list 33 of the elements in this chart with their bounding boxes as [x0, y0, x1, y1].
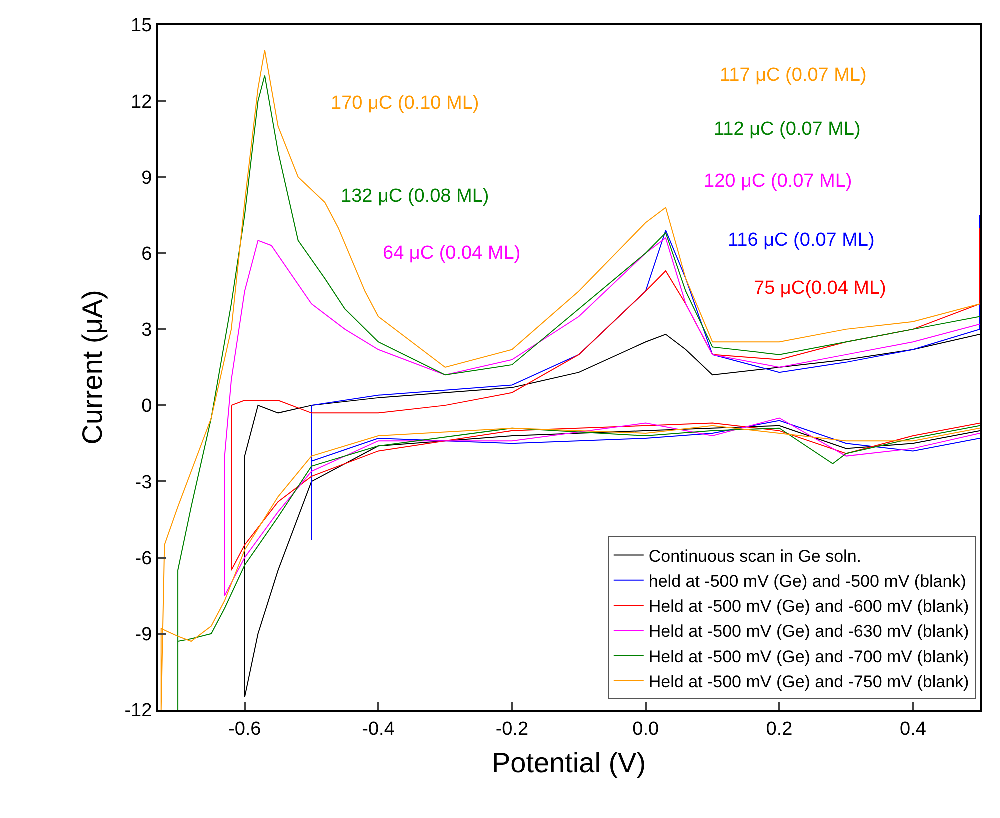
- annotation: 64 μC (0.04 ML): [383, 243, 521, 264]
- annotation: 112 μC (0.07 ML): [714, 119, 861, 140]
- legend-label: Held at -500 mV (Ge) and -600 mV (blank): [648, 597, 970, 616]
- annotation: 117 μC (0.07 ML): [720, 65, 867, 86]
- legend-label: Held at -500 mV (Ge) and -630 mV (blank): [648, 622, 970, 642]
- legend-label: held at -500 mV (Ge) and -500 mV (blank): [648, 572, 966, 592]
- annotation: 132 μC (0.08 ML): [341, 186, 490, 207]
- x-tick-label: 0.0: [632, 718, 660, 740]
- annotation: 116 μC (0.07 ML): [728, 230, 875, 251]
- y-tick-label: 15: [131, 16, 152, 37]
- legend-label: Held at -500 mV (Ge) and -700 mV (blank): [648, 647, 970, 666]
- y-tick-label: -3: [135, 472, 152, 494]
- legend-label: Held at -500 mV (Ge) and -750 mV (blank): [648, 672, 970, 692]
- y-tick-label: 9: [142, 168, 152, 189]
- y-tick-label: 3: [142, 320, 152, 342]
- legend-label: Continuous scan in Ge soln.: [648, 546, 862, 566]
- x-axis-title: Potential (V): [492, 747, 646, 778]
- x-tick-label: 0.4: [900, 718, 927, 740]
- annotation: 75 μC(0.04 ML): [754, 278, 886, 299]
- y-axis-title: Current (μA): [76, 290, 108, 445]
- y-tick-label: 6: [142, 244, 152, 265]
- y-tick-label: -12: [124, 700, 152, 722]
- x-tick-label: -0.2: [496, 718, 529, 740]
- x-tick-label: 0.2: [766, 718, 793, 740]
- y-tick-label: -9: [135, 624, 152, 646]
- line-series: [311, 214, 980, 541]
- y-tick-label: -6: [135, 548, 152, 570]
- annotation: 120 μC (0.07 ML): [704, 171, 852, 192]
- y-tick-label: 0: [142, 396, 152, 418]
- x-tick-label: -0.6: [228, 718, 262, 740]
- y-tick-label: 12: [131, 92, 152, 113]
- x-tick-label: -0.4: [362, 718, 396, 740]
- annotation: 170 μC (0.10 ML): [331, 93, 480, 114]
